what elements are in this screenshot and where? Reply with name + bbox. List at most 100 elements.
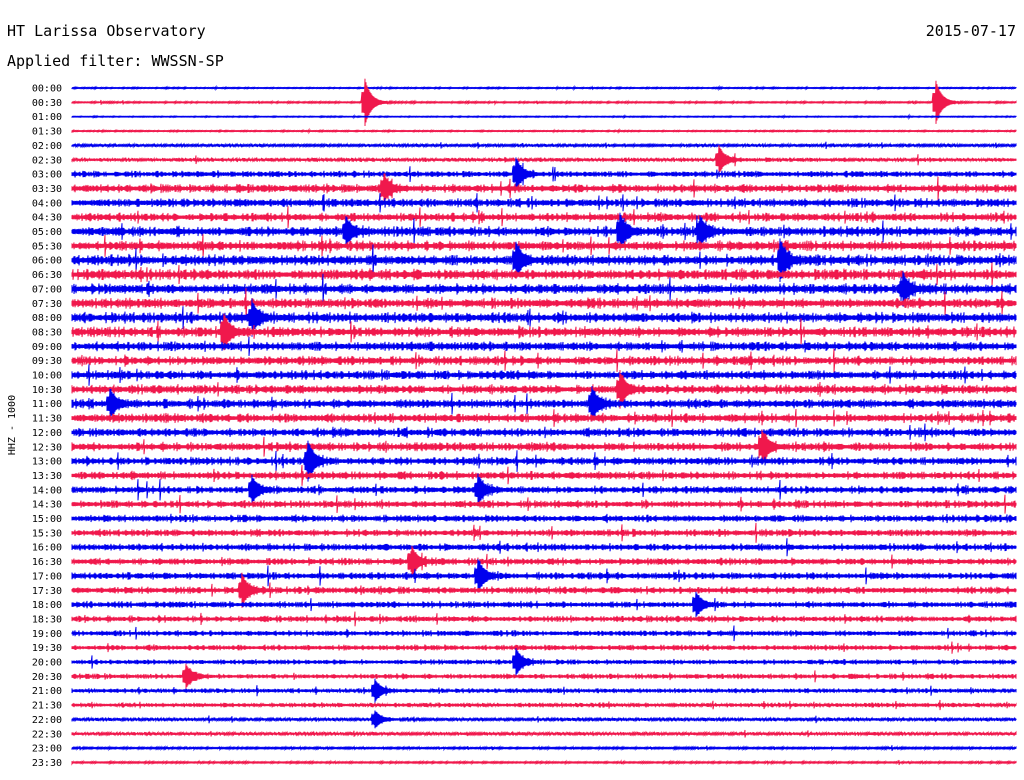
row-time-label: 14:00 [32, 485, 62, 496]
row-time-label: 23:30 [32, 758, 62, 769]
row-time-label: 15:30 [32, 528, 62, 539]
row-time-label: 05:00 [32, 227, 62, 238]
row-time-label: 03:30 [32, 184, 62, 195]
row-time-label: 08:00 [32, 313, 62, 324]
trace-line [71, 206, 1017, 229]
row-time-label: 16:30 [32, 557, 62, 568]
row-time-label: 13:00 [32, 457, 62, 468]
trace-line [71, 538, 1017, 557]
trace-line [71, 370, 1017, 409]
trace-line [71, 288, 1017, 319]
row-time-label: 21:00 [32, 686, 62, 697]
row-time-label: 06:00 [32, 256, 62, 267]
row-time-label: 08:30 [32, 327, 62, 338]
row-time-label: 07:30 [32, 299, 62, 310]
trace-line [71, 473, 1017, 507]
row-time-label: 02:30 [32, 155, 62, 166]
trace-line [71, 173, 1017, 204]
row-time-label: 23:00 [32, 744, 62, 755]
row-time-label: 22:00 [32, 715, 62, 726]
trace-line [71, 611, 1017, 627]
row-time-label: 16:00 [32, 543, 62, 554]
trace-lines [71, 78, 1017, 766]
row-time-label: 04:30 [32, 213, 62, 224]
time-axis-labels: 00:00 00:30 01:00 01:30 02:00 02:30 03:00 03:30… [32, 84, 62, 769]
row-time-label: 18:00 [32, 600, 62, 611]
row-time-label: 01:00 [32, 112, 62, 123]
channel-axis-label: HHZ - 1000 [7, 395, 18, 455]
trace-line [71, 234, 1017, 258]
row-time-label: 01:30 [32, 127, 62, 138]
row-time-label: 11:30 [32, 414, 62, 425]
trace-line [71, 729, 1017, 738]
row-time-label: 06:30 [32, 270, 62, 281]
row-time-label: 21:30 [32, 701, 62, 712]
row-time-label: 04:00 [32, 198, 62, 209]
row-time-label: 12:00 [32, 428, 62, 439]
row-time-label: 19:30 [32, 643, 62, 654]
trace-line [71, 522, 1017, 543]
trace-line [71, 385, 1017, 422]
row-time-label: 20:00 [32, 658, 62, 669]
trace-line [71, 364, 1017, 386]
trace-line [71, 641, 1017, 654]
trace-line [71, 648, 1017, 676]
row-time-label: 00:30 [32, 98, 62, 109]
trace-line [71, 78, 1017, 127]
trace-line [71, 193, 1017, 213]
row-time-label: 07:00 [32, 284, 62, 295]
row-time-label: 03:00 [32, 170, 62, 181]
row-time-label: 05:30 [32, 241, 62, 252]
trace-line [71, 745, 1017, 752]
trace-line [71, 429, 1017, 464]
row-time-label: 19:00 [32, 629, 62, 640]
trace-line [71, 271, 1017, 307]
date-label: 2015-07-17 [926, 22, 1016, 40]
trace-line [71, 559, 1017, 593]
trace-line [71, 336, 1017, 356]
trace-line [71, 84, 1017, 92]
row-time-label: 14:30 [32, 500, 62, 511]
trace-line [71, 348, 1017, 373]
row-time-label: 13:30 [32, 471, 62, 482]
row-time-label: 12:30 [32, 442, 62, 453]
trace-line [71, 513, 1017, 524]
trace-line [71, 157, 1017, 191]
trace-line [71, 494, 1017, 514]
row-time-label: 20:30 [32, 672, 62, 683]
row-time-label: 11:00 [32, 399, 62, 410]
trace-line [71, 113, 1017, 121]
trace-line [71, 127, 1017, 135]
row-time-label: 09:00 [32, 342, 62, 353]
trace-line [71, 423, 1017, 442]
trace-line [71, 710, 1017, 729]
trace-line [71, 699, 1017, 711]
trace-line [71, 141, 1017, 150]
trace-line [71, 408, 1017, 428]
row-time-label: 02:00 [32, 141, 62, 152]
row-time-label: 09:30 [32, 356, 62, 367]
row-time-label: 18:30 [32, 614, 62, 625]
trace-line [71, 572, 1017, 608]
trace-line [71, 663, 1017, 689]
trace-line [71, 212, 1017, 251]
trace-line [71, 759, 1017, 766]
trace-line [71, 625, 1017, 642]
row-time-label: 17:00 [32, 571, 62, 582]
trace-line [71, 262, 1017, 287]
row-time-label: 00:00 [32, 84, 62, 95]
trace-line [71, 238, 1017, 283]
row-time-label: 10:30 [32, 385, 62, 396]
row-time-label: 15:00 [32, 514, 62, 525]
row-time-label: 22:30 [32, 729, 62, 740]
trace-line [71, 678, 1017, 703]
row-time-label: 10:00 [32, 371, 62, 382]
trace-line [71, 145, 1017, 175]
trace-line [71, 591, 1017, 618]
filter-label: Applied filter: WWSSN-SP [7, 52, 224, 70]
station-title: HT Larissa Observatory [7, 22, 206, 40]
trace-line [71, 313, 1017, 351]
trace-line [71, 545, 1017, 578]
